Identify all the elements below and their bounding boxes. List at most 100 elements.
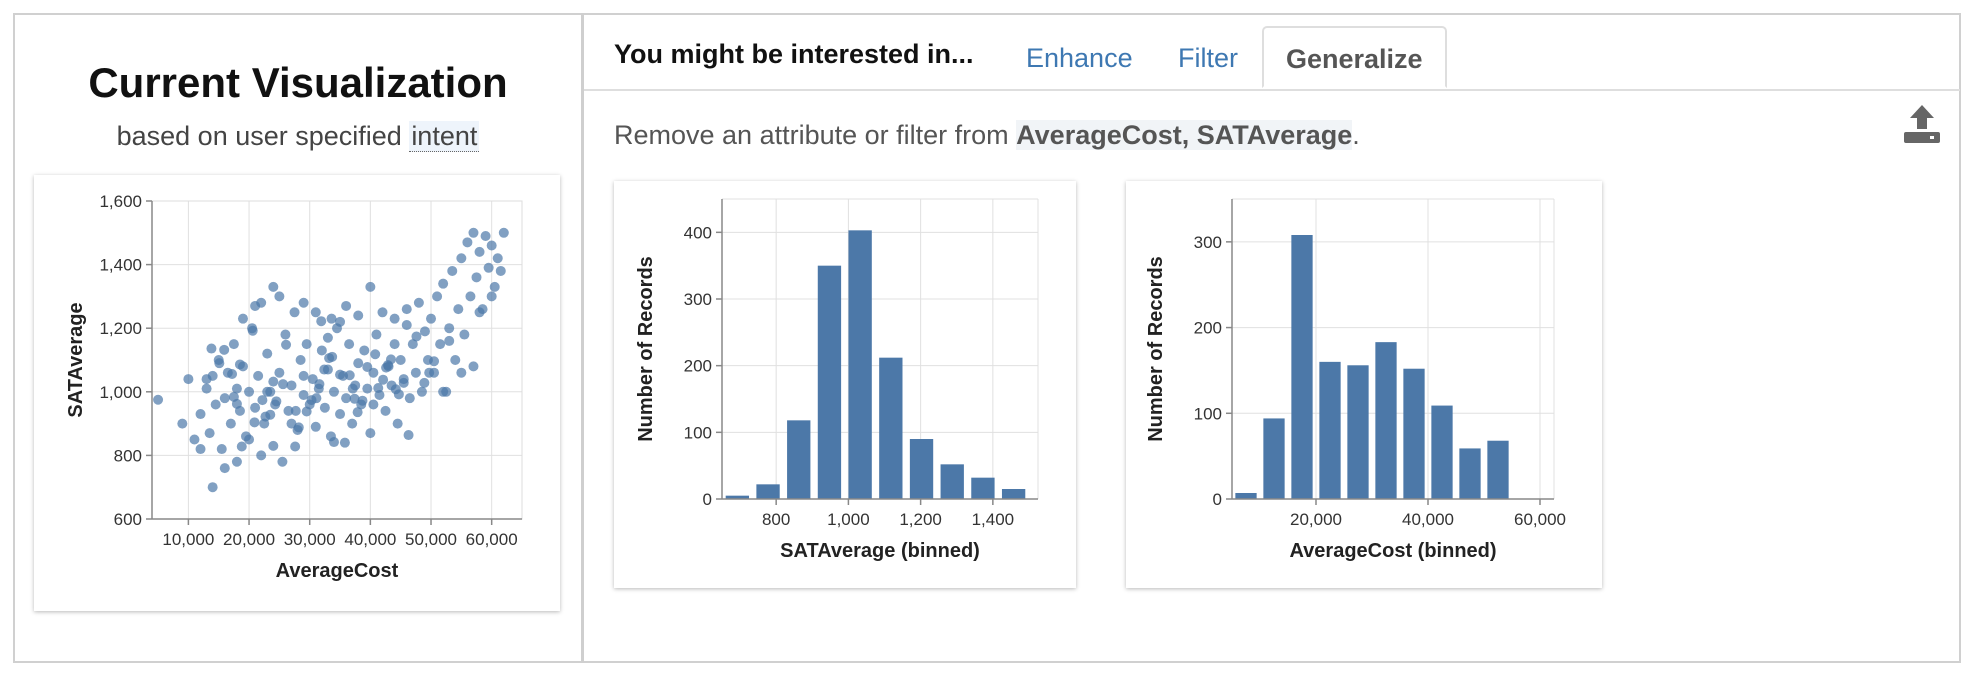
scatter-point [195, 444, 206, 455]
x-axis-title: AverageCost [276, 560, 399, 582]
scatter-point [486, 240, 497, 251]
scatter-point [270, 399, 281, 410]
scatter-point [244, 434, 255, 445]
scatter-point [278, 379, 289, 390]
scatter-point [183, 374, 194, 385]
y-axis-title: SATAverage [65, 302, 87, 417]
scatter-point [237, 313, 248, 324]
tab-bar: You might be interested in... Enhance Fi… [584, 15, 1960, 91]
subtitle-prefix: based on user specified [116, 121, 402, 151]
scatter-point [319, 402, 330, 413]
y-tick-label: 300 [684, 290, 712, 309]
x-tick-label: 60,000 [1514, 510, 1566, 529]
scatter-point [480, 230, 491, 241]
scatter-point [244, 386, 255, 397]
scatter-point [327, 351, 338, 362]
histogram-bar [756, 484, 780, 499]
scatter-point [298, 297, 309, 308]
x-tick-label: 30,000 [284, 530, 336, 549]
scatter-point [316, 316, 327, 327]
scatter-point [389, 313, 400, 324]
recommendations-panel: You might be interested in... Enhance Fi… [584, 15, 1960, 661]
scatter-point [450, 355, 461, 365]
scatter-point [474, 246, 485, 257]
scatter-point [416, 386, 427, 397]
scatter-point [404, 393, 415, 404]
action-description: Remove an attribute or filter from Avera… [614, 120, 1360, 151]
tab-enhance[interactable]: Enhance [1026, 43, 1133, 73]
scatter-point [298, 389, 309, 400]
description-prefix: Remove an attribute or filter from [614, 120, 1009, 150]
scatter-point [301, 339, 312, 350]
histogram-bar [1291, 235, 1313, 499]
tab-filter[interactable]: Filter [1178, 43, 1238, 73]
scatter-point [378, 374, 389, 385]
y-tick-label: 1,000 [99, 383, 142, 402]
scatter-point [177, 418, 188, 429]
scatter-point [380, 405, 391, 416]
scatter-point [429, 356, 440, 367]
scatter-point [447, 265, 458, 276]
y-tick-label: 1,600 [99, 192, 142, 211]
scatter-point [286, 380, 297, 391]
scatter-point [234, 359, 245, 370]
avgcost-histogram-card[interactable]: 0 100 200 300 20,000 40,000 60,000 AverageCost … [1126, 181, 1602, 588]
scatter-point [274, 291, 285, 302]
scatter-point [214, 358, 225, 369]
scatter-point [227, 368, 238, 379]
histogram-bar [725, 495, 750, 499]
scatter-point [207, 482, 218, 493]
histogram-bar [787, 420, 811, 499]
scatter-point [347, 418, 358, 429]
scatter-point [268, 440, 279, 451]
histogram-bar [1001, 489, 1026, 499]
current-visualization-card[interactable]: 600 800 1,000 1,200 1,400 1,600 10,000 20,000 30… [34, 175, 560, 611]
scatter-point [444, 323, 455, 334]
y-tick-label: 100 [684, 423, 712, 442]
scatter-point [453, 304, 464, 315]
scatter-point [201, 374, 212, 385]
scatter-point [228, 339, 239, 350]
x-tick-label: 40,000 [1402, 510, 1454, 529]
scatter-point [424, 367, 435, 378]
scatter-point [322, 332, 333, 343]
histogram-bar [879, 357, 903, 499]
intent-term[interactable]: intent [409, 121, 480, 152]
scatter-point [310, 307, 321, 318]
x-tick-label: 40,000 [344, 530, 396, 549]
histogram-bar [909, 439, 934, 499]
scatter-point [462, 237, 473, 248]
histogram-bar [1459, 448, 1481, 499]
scatter-point [373, 382, 384, 393]
plot-border [151, 200, 523, 520]
scatter-point [498, 227, 509, 238]
satavg-histogram-card[interactable]: 0 100 200 300 400 800 1,000 1,200 1,400 SATAverag… [614, 181, 1076, 588]
scatter-point [328, 386, 339, 397]
scatter-point [201, 383, 212, 394]
scatter-point [219, 393, 230, 404]
scatter-point [250, 300, 261, 311]
histogram-bar [848, 230, 872, 500]
upload-icon[interactable] [1902, 103, 1942, 145]
scatter-point [471, 272, 482, 283]
scatter-point [432, 291, 443, 302]
scatter-point [353, 358, 364, 369]
x-tick-label: 1,200 [899, 510, 942, 529]
x-tick-label: 1,400 [972, 510, 1015, 529]
scatter-point [319, 364, 330, 375]
tab-generalize[interactable]: Generalize [1262, 26, 1447, 88]
scatter-point [326, 313, 337, 324]
scatter-point [357, 395, 368, 406]
scatter-point [280, 329, 291, 340]
scatter-point [395, 355, 406, 365]
scatter-point [290, 441, 301, 452]
histogram-bar [940, 464, 964, 499]
scatter-point [385, 354, 396, 365]
scatter-point [293, 422, 304, 433]
scatter-point [289, 307, 300, 318]
histogram-bar [1235, 493, 1257, 499]
scatter-point [347, 383, 358, 394]
panel-divider [581, 13, 584, 663]
scatter-point [344, 370, 355, 381]
scatter-point [268, 281, 279, 292]
